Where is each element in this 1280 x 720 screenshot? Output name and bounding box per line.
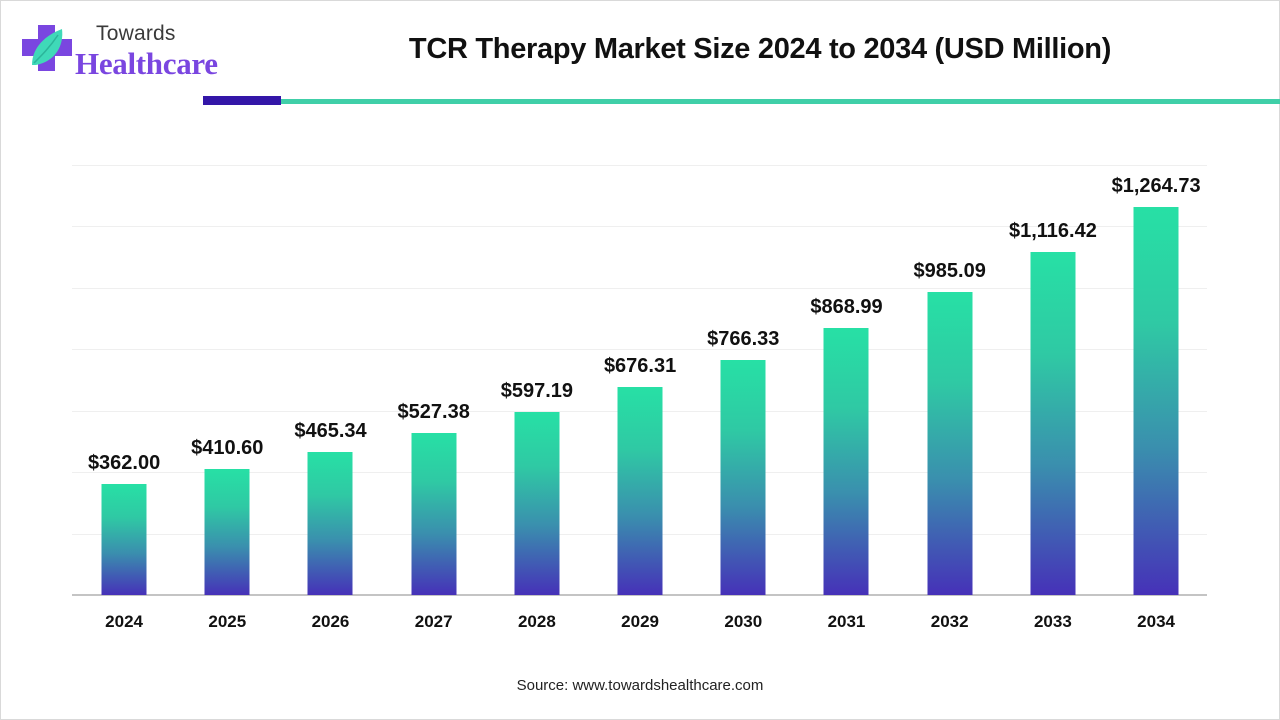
data-label: $410.60 <box>191 436 264 459</box>
bar <box>1133 206 1179 595</box>
gridline <box>72 287 1207 289</box>
bar <box>514 411 560 595</box>
brand-name-towards: Towards <box>96 22 176 45</box>
title-accent-bar <box>203 96 281 105</box>
bar <box>927 292 973 595</box>
medical-cross-leaf-icon <box>22 25 72 71</box>
title-underline <box>281 99 1280 104</box>
bar <box>720 359 766 595</box>
data-label: $1,116.42 <box>1008 220 1097 243</box>
bar-group: $676.31 <box>589 165 692 595</box>
bar-group: $527.38 <box>382 165 485 595</box>
data-label: $985.09 <box>913 260 986 283</box>
bar-group: $410.60 <box>176 165 279 595</box>
x-tick-label: 2034 <box>1137 612 1175 631</box>
bar <box>101 483 147 595</box>
gridline <box>72 226 1207 228</box>
x-tick-label: 2031 <box>827 612 866 631</box>
source-note: Source: www.towardshealthcare.com <box>516 677 764 694</box>
bar-group: $985.09 <box>898 165 1001 595</box>
x-tick-label: 2024 <box>105 612 143 631</box>
x-tick-label: 2032 <box>930 612 969 631</box>
data-label: $676.31 <box>603 355 677 378</box>
x-tick-label: 2033 <box>1033 612 1072 631</box>
bar-group: $597.19 <box>485 165 588 595</box>
gridline <box>72 165 1207 166</box>
gridline <box>72 349 1207 351</box>
x-tick-label: 2025 <box>208 612 247 631</box>
bar <box>411 433 457 595</box>
chart-title: TCR Therapy Market Size 2024 to 2034 (US… <box>408 33 1112 65</box>
bar-group: $362.00 <box>73 165 176 595</box>
bar-group: $465.34 <box>279 165 382 595</box>
bar <box>307 452 353 595</box>
x-axis-line <box>72 594 1207 596</box>
data-label: $597.19 <box>500 379 574 402</box>
data-label: $465.34 <box>294 420 367 443</box>
data-label: $527.38 <box>397 401 470 424</box>
x-tick-label: 2026 <box>311 612 350 631</box>
bar <box>823 328 869 595</box>
bar <box>204 468 250 595</box>
bar <box>1030 252 1076 595</box>
x-tick-label: 2029 <box>621 612 659 631</box>
bar-group: $1,264.73 <box>1105 165 1208 595</box>
brand-name-healthcare: Healthcare <box>75 46 218 81</box>
bar <box>617 387 663 595</box>
data-label: $1,264.73 <box>1111 174 1201 197</box>
data-label: $766.33 <box>707 327 780 350</box>
bar-group: $766.33 <box>692 165 795 595</box>
data-label: $362.00 <box>87 451 161 474</box>
x-tick-label: 2027 <box>414 612 453 631</box>
plot-area: $362.00 $410.60 $465.34 $527.38 $597.19 $676.… <box>72 165 1208 596</box>
bar-group: $1,116.42 <box>1001 165 1104 595</box>
x-tick-label: 2028 <box>517 612 556 631</box>
brand-logo: Towards Healthcare <box>20 22 240 84</box>
x-tick-label: 2030 <box>724 612 763 631</box>
bar-group: $868.99 <box>795 165 898 595</box>
data-label: $868.99 <box>810 296 883 319</box>
